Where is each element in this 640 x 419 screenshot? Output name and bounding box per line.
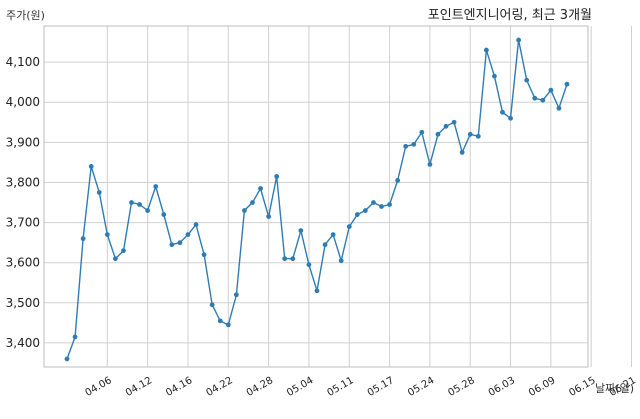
data-point bbox=[395, 178, 401, 183]
data-point bbox=[508, 115, 513, 121]
x-tick-label: 05.04 bbox=[285, 375, 315, 399]
data-point bbox=[492, 73, 497, 79]
data-point bbox=[540, 97, 546, 103]
data-point bbox=[290, 256, 296, 262]
data-point bbox=[403, 143, 409, 149]
x-tick-label: 04.22 bbox=[204, 375, 234, 399]
data-point bbox=[564, 81, 570, 87]
data-point bbox=[548, 87, 554, 93]
data-point bbox=[459, 149, 465, 155]
x-tick-label: 04.06 bbox=[84, 375, 114, 399]
y-axis-title: 주가(원) bbox=[6, 9, 45, 22]
x-tick-label: 06.15 bbox=[567, 375, 597, 399]
y-tick-label: 3,700 bbox=[6, 216, 40, 230]
y-tick-label: 3,500 bbox=[6, 296, 40, 310]
data-point bbox=[64, 356, 70, 362]
data-point bbox=[169, 242, 175, 248]
data-point bbox=[112, 256, 118, 262]
data-point bbox=[371, 200, 376, 205]
chart-title: 포인트엔지니어링, 최근 3개월 bbox=[428, 8, 592, 23]
data-point bbox=[500, 109, 505, 115]
data-point bbox=[475, 133, 481, 139]
data-point bbox=[72, 334, 78, 340]
data-point bbox=[177, 240, 183, 246]
data-point bbox=[161, 212, 167, 217]
data-point bbox=[250, 200, 255, 205]
data-point bbox=[516, 37, 522, 43]
data-point bbox=[362, 208, 368, 213]
data-point bbox=[129, 200, 134, 205]
x-tick-label: 05.24 bbox=[406, 375, 436, 399]
data-point bbox=[137, 202, 142, 207]
data-point bbox=[233, 292, 239, 298]
data-point bbox=[242, 208, 247, 213]
x-tick-label: 06.09 bbox=[527, 375, 557, 399]
data-point bbox=[427, 162, 433, 167]
data-point bbox=[258, 186, 263, 191]
data-point bbox=[217, 318, 223, 324]
x-tick-label: 05.17 bbox=[366, 375, 396, 399]
data-point bbox=[379, 204, 384, 209]
data-point bbox=[201, 252, 207, 258]
data-point bbox=[443, 123, 449, 129]
x-axis-title: 날짜(일) bbox=[595, 381, 634, 395]
data-point bbox=[96, 190, 102, 195]
data-point bbox=[104, 232, 110, 238]
data-point bbox=[354, 212, 360, 217]
data-point bbox=[274, 174, 280, 179]
data-point bbox=[556, 105, 562, 111]
y-tick-label: 4,000 bbox=[6, 95, 40, 109]
data-point bbox=[322, 242, 328, 248]
data-point bbox=[306, 262, 312, 268]
x-tick-label: 06.03 bbox=[487, 375, 517, 399]
data-point bbox=[435, 131, 441, 137]
y-tick-label: 3,800 bbox=[6, 175, 40, 189]
data-point bbox=[121, 248, 126, 254]
data-point bbox=[153, 184, 159, 189]
y-tick-label: 3,400 bbox=[6, 336, 40, 350]
y-tick-label: 4,100 bbox=[6, 55, 40, 69]
data-point bbox=[532, 95, 538, 101]
y-tick-label: 3,900 bbox=[6, 135, 40, 149]
x-tick-labels: 04.06 04.12 04.16 04.22 04.28 05.04 05.11 05.17… bbox=[84, 375, 638, 399]
data-point bbox=[185, 232, 191, 238]
data-point bbox=[483, 47, 489, 53]
y-tick-labels: 3,400 3,500 3,600 3,700 3,800 3,900 4,000 4,100 bbox=[6, 55, 40, 350]
data-point bbox=[314, 288, 320, 294]
data-point bbox=[282, 256, 288, 262]
data-point bbox=[266, 214, 272, 219]
price-line bbox=[66, 39, 568, 360]
plot-frame bbox=[43, 25, 589, 368]
y-tick-label: 3,600 bbox=[6, 256, 40, 270]
data-point bbox=[467, 131, 473, 137]
data-point bbox=[524, 77, 530, 83]
data-point bbox=[387, 202, 392, 207]
data-point bbox=[80, 236, 86, 242]
data-point bbox=[193, 222, 199, 227]
x-tick-label: 04.12 bbox=[124, 375, 154, 399]
x-tick-label: 05.11 bbox=[325, 375, 355, 399]
x-tick-label: 05.28 bbox=[446, 375, 476, 399]
data-point bbox=[330, 232, 336, 238]
data-point bbox=[209, 302, 215, 308]
price-series bbox=[64, 37, 570, 362]
data-point bbox=[338, 258, 344, 264]
data-point bbox=[145, 208, 151, 213]
data-point bbox=[419, 129, 425, 135]
grid-lines bbox=[44, 26, 633, 367]
data-point bbox=[298, 228, 304, 234]
data-point bbox=[88, 164, 94, 169]
data-point bbox=[451, 119, 457, 125]
x-tick-label: 04.28 bbox=[245, 375, 275, 399]
data-point bbox=[411, 141, 417, 147]
x-tick-label: 04.16 bbox=[164, 375, 194, 399]
data-point bbox=[225, 322, 231, 328]
data-point bbox=[346, 224, 352, 229]
